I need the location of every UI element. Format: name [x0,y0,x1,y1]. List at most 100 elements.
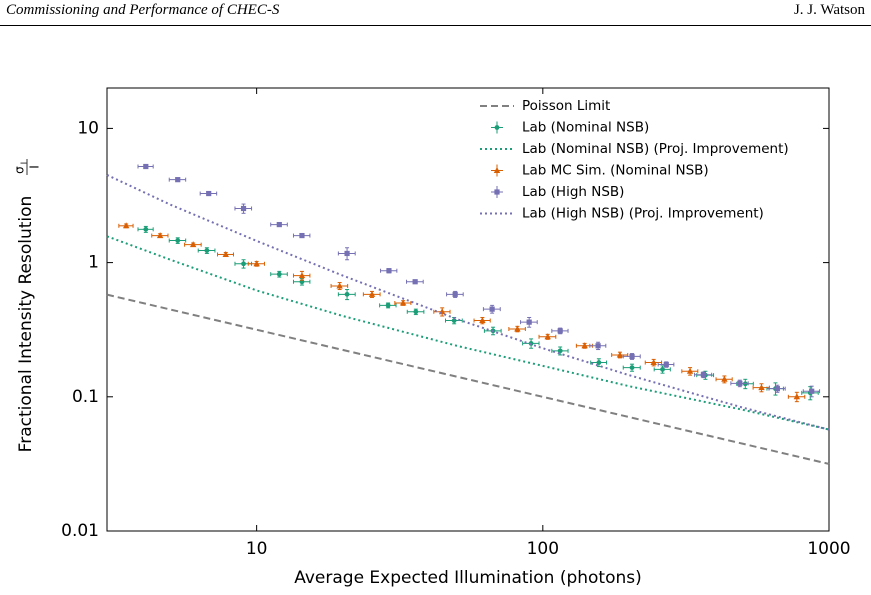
error-point [394,299,412,306]
error-point [137,225,154,233]
marker [581,342,588,349]
error-point [473,316,491,325]
marker [299,232,305,239]
marker [298,272,306,279]
marker [758,384,765,391]
marker [629,353,635,360]
marker [344,250,350,257]
marker [595,343,601,349]
error-point [681,367,699,376]
error-point [551,327,569,335]
error-point [715,375,733,384]
error-point [520,316,538,328]
error-point [199,190,218,197]
legend: Poisson Limit Lab (Nominal NSB) Lab (Nomin… [480,98,789,222]
error-point [217,250,234,258]
marker [253,260,260,267]
marker [514,325,521,332]
marker [557,328,563,334]
error-point [590,358,608,368]
error-point [622,363,641,372]
running-title: Commissioning and Performance of CHEC-S [6,2,280,18]
legend-label: Lab MC Sim. (Nominal NSB) [522,163,709,179]
header-rule [0,25,871,26]
error-point [362,290,381,298]
marker [793,393,801,400]
y-label-numerator-sub: I [20,162,29,164]
error-point [380,268,398,274]
y-tick-label: 0.01 [61,521,99,541]
error-point [611,351,629,359]
marker [660,367,665,372]
error-point [694,371,713,379]
marker [596,360,602,365]
marker [344,291,350,297]
error-point [538,333,557,340]
marker [663,361,669,368]
marker [452,291,458,297]
error-point [508,325,526,333]
marker [616,351,624,358]
error-point [644,358,663,367]
error-point [482,304,501,314]
marker [143,226,149,232]
legend-marker [494,189,500,195]
dotted-line [106,174,830,431]
plot-area [106,163,830,465]
marker [686,367,694,374]
error-point [118,222,134,229]
marker [336,282,343,289]
marker [175,177,181,183]
error-point [247,260,265,267]
marker [175,238,181,243]
marker [629,365,635,371]
x-tick-label: 10 [246,539,268,559]
error-point [330,282,349,291]
marker [650,359,657,366]
error-point [270,270,288,278]
y-tick-label: 1 [88,253,99,273]
legend-label: Lab (Nominal NSB) (Proj. Improvement) [522,141,789,157]
error-point [787,391,806,403]
marker [809,388,815,394]
error-point [657,361,675,368]
marker [122,222,130,229]
y-label-numerator: σ [13,166,27,174]
error-point [234,203,253,214]
marker [399,299,407,306]
error-point [446,290,464,298]
y-tick-label: 0.1 [72,387,99,407]
marker [774,386,780,392]
error-point [270,221,288,228]
running-author: J. J. Watson [793,2,865,18]
legend-label: Lab (High NSB) [522,184,624,200]
y-tick-label: 10 [77,118,99,138]
marker [700,372,706,378]
dashed-line [106,293,830,465]
y-label-denominator: I [28,165,42,169]
x-tick-label: 1000 [807,539,850,559]
error-point [151,232,169,239]
legend-label: Poisson Limit [522,98,610,114]
marker [276,271,282,277]
error-point [168,237,187,244]
marker [276,221,282,228]
marker [368,290,376,297]
marker [413,309,419,315]
error-point [379,302,397,309]
legend-marker [494,125,500,130]
marker [526,319,532,325]
y-axis-label-group: Fractional Intensity Resolution σ I I [13,159,42,452]
marker [721,375,728,382]
dotted-line [106,235,830,431]
marker [189,241,197,248]
marker [206,190,212,197]
marker [204,248,210,253]
error-point [337,247,356,261]
error-point [197,247,216,254]
marker [479,317,486,324]
x-tick-label: 100 [527,539,559,559]
marker [241,261,246,267]
